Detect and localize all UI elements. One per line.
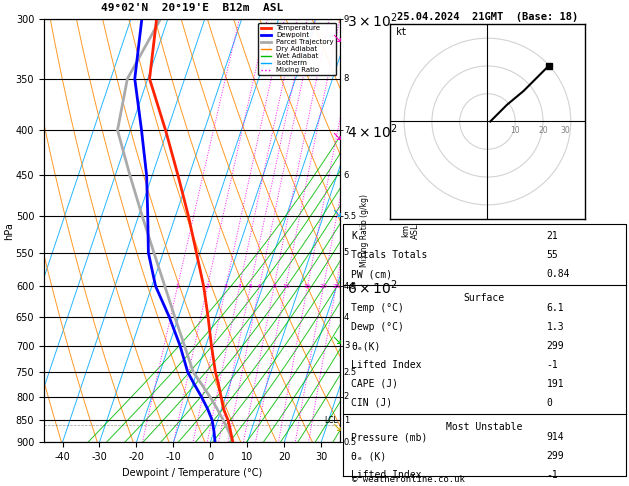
Text: Lifted Index: Lifted Index xyxy=(351,360,422,370)
Text: -1: -1 xyxy=(547,470,559,480)
Text: θₑ(K): θₑ(K) xyxy=(351,341,381,351)
Text: 5.5: 5.5 xyxy=(344,211,357,221)
Text: 1: 1 xyxy=(344,416,349,425)
Text: 15: 15 xyxy=(304,284,311,289)
Text: ↘: ↘ xyxy=(331,334,342,347)
Text: 2.5: 2.5 xyxy=(344,367,357,377)
Text: 6: 6 xyxy=(344,171,349,180)
Y-axis label: km
ASL: km ASL xyxy=(401,223,420,239)
Text: 1: 1 xyxy=(175,284,179,289)
Text: 914: 914 xyxy=(547,432,564,442)
Text: 5: 5 xyxy=(248,284,252,289)
Text: 21: 21 xyxy=(547,231,559,241)
Text: 3: 3 xyxy=(224,284,228,289)
Text: 7: 7 xyxy=(344,126,349,135)
Legend: Temperature, Dewpoint, Parcel Trajectory, Dry Adiabat, Wet Adiabat, Isotherm, Mi: Temperature, Dewpoint, Parcel Trajectory… xyxy=(259,23,336,75)
Title: 25.04.2024  21GMT  (Base: 18): 25.04.2024 21GMT (Base: 18) xyxy=(397,12,578,22)
Text: 2: 2 xyxy=(206,284,209,289)
Text: 25: 25 xyxy=(332,284,340,289)
Text: 30: 30 xyxy=(560,125,570,135)
Text: 4: 4 xyxy=(238,284,242,289)
X-axis label: Dewpoint / Temperature (°C): Dewpoint / Temperature (°C) xyxy=(122,468,262,478)
Text: θₑ (K): θₑ (K) xyxy=(351,451,387,461)
Text: kt: kt xyxy=(396,27,408,37)
Text: 299: 299 xyxy=(547,451,564,461)
Text: 20: 20 xyxy=(538,125,548,135)
Text: ↘: ↘ xyxy=(331,421,342,434)
Text: ↘: ↘ xyxy=(331,208,342,220)
Text: -1: -1 xyxy=(547,360,559,370)
Text: 5: 5 xyxy=(344,248,349,257)
Text: 1.3: 1.3 xyxy=(547,322,564,332)
Text: 6: 6 xyxy=(257,284,262,289)
Text: LCL: LCL xyxy=(324,416,338,425)
Text: Lifted Index: Lifted Index xyxy=(351,470,422,480)
Text: CAPE (J): CAPE (J) xyxy=(351,379,398,389)
Text: 0.5: 0.5 xyxy=(344,438,357,447)
Y-axis label: hPa: hPa xyxy=(4,222,14,240)
Text: 10: 10 xyxy=(282,284,289,289)
Text: Pressure (mb): Pressure (mb) xyxy=(351,432,428,442)
Text: 0.84: 0.84 xyxy=(547,269,570,279)
Text: 20: 20 xyxy=(320,284,328,289)
Text: 8: 8 xyxy=(272,284,276,289)
Text: 55: 55 xyxy=(547,250,559,260)
Text: 2: 2 xyxy=(344,392,349,401)
Text: Surface: Surface xyxy=(464,293,505,303)
Text: © weatheronline.co.uk: © weatheronline.co.uk xyxy=(352,474,465,484)
Text: K: K xyxy=(351,231,357,241)
Text: 191: 191 xyxy=(547,379,564,389)
Text: 6.1: 6.1 xyxy=(547,303,564,313)
Text: 10: 10 xyxy=(511,125,520,135)
Text: Totals Totals: Totals Totals xyxy=(351,250,428,260)
Text: ↘: ↘ xyxy=(331,130,342,142)
Text: Temp (°C): Temp (°C) xyxy=(351,303,404,313)
Title: 49°02'N  20°19'E  B12m  ASL: 49°02'N 20°19'E B12m ASL xyxy=(101,3,283,13)
Text: Dewp (°C): Dewp (°C) xyxy=(351,322,404,332)
Text: 3: 3 xyxy=(344,341,349,350)
Text: 4.5: 4.5 xyxy=(344,282,357,291)
Text: 4: 4 xyxy=(344,312,349,322)
Text: 8: 8 xyxy=(344,74,349,83)
Text: CIN (J): CIN (J) xyxy=(351,398,392,408)
Text: Most Unstable: Most Unstable xyxy=(446,422,523,432)
Text: 299: 299 xyxy=(547,341,564,351)
Text: 0: 0 xyxy=(547,398,552,408)
Text: Mixing Ratio (g/kg): Mixing Ratio (g/kg) xyxy=(360,194,369,267)
Text: PW (cm): PW (cm) xyxy=(351,269,392,279)
Text: ↘: ↘ xyxy=(331,33,342,45)
Text: 9: 9 xyxy=(344,15,349,24)
